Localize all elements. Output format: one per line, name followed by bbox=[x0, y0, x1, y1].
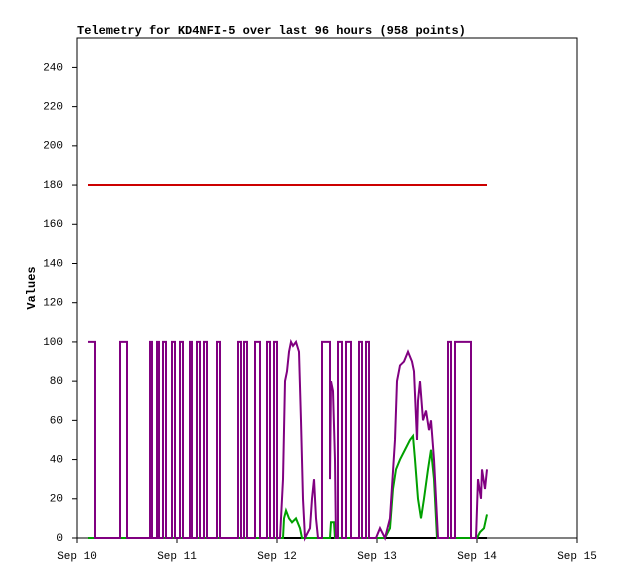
x-tick-label: Sep 13 bbox=[357, 551, 397, 563]
y-tick-label: 220 bbox=[43, 102, 63, 114]
chart-title: Telemetry for KD4NFI-5 over last 96 hour… bbox=[77, 24, 466, 38]
y-tick-label: 180 bbox=[43, 180, 63, 192]
y-tick-label: 200 bbox=[43, 141, 63, 153]
x-tick-label: Sep 12 bbox=[257, 551, 297, 563]
x-tick-label: Sep 15 bbox=[557, 551, 597, 563]
y-tick-label: 20 bbox=[50, 494, 63, 506]
y-tick-label: 0 bbox=[56, 533, 63, 545]
y-tick-label: 60 bbox=[50, 415, 63, 427]
y-tick-label: 240 bbox=[43, 62, 63, 74]
y-tick-label: 100 bbox=[43, 337, 63, 349]
y-tick-label: 80 bbox=[50, 376, 63, 388]
y-tick-label: 40 bbox=[50, 454, 63, 466]
series-line bbox=[88, 338, 488, 542]
x-tick-label: Sep 10 bbox=[57, 551, 97, 563]
y-tick-label: 140 bbox=[43, 258, 63, 270]
x-tick-label: Sep 11 bbox=[157, 551, 197, 563]
y-tick-label: 160 bbox=[43, 219, 63, 231]
y-tick-label: 120 bbox=[43, 298, 63, 310]
y-axis-label: Values bbox=[25, 266, 39, 309]
x-tick-label: Sep 14 bbox=[457, 551, 497, 563]
